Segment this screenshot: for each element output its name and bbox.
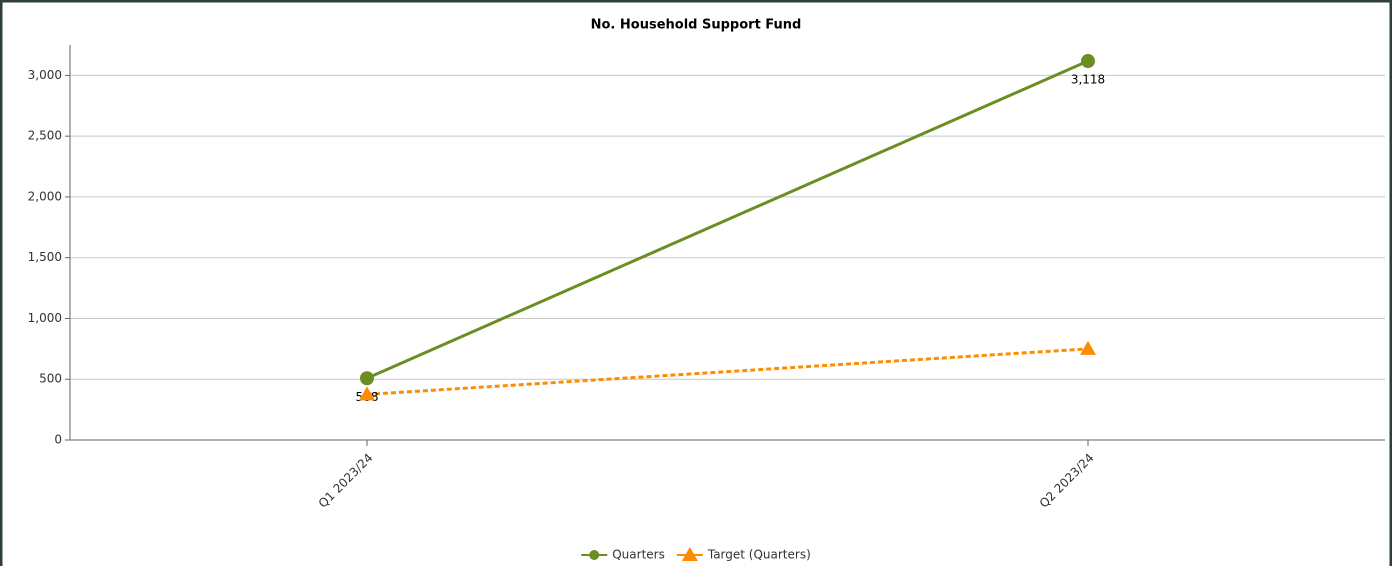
y-tick-label: 2,000 — [28, 189, 62, 203]
legend: Quarters Target (Quarters) — [581, 547, 811, 562]
y-tick-label: 500 — [39, 372, 62, 386]
legend-label: Quarters — [612, 548, 665, 562]
marker — [359, 386, 375, 401]
x-tick-label: Q2 2023/24 — [1037, 451, 1097, 511]
y-tick-label: 2,500 — [28, 129, 62, 143]
marker — [589, 550, 600, 560]
marker — [360, 371, 374, 386]
chart-title: No. Household Support Fund — [591, 18, 802, 33]
y-tick-label: 1,500 — [28, 250, 62, 264]
y-tick-label: 0 — [54, 433, 62, 447]
series-line — [366, 347, 1089, 396]
marker — [1081, 54, 1095, 69]
y-tick-label: 3,000 — [28, 68, 62, 82]
y-tick-label: 1,000 — [28, 311, 62, 325]
series-line — [366, 59, 1089, 380]
marker — [681, 547, 698, 561]
data-label: 3,118 — [1071, 73, 1105, 87]
marker — [1080, 340, 1096, 355]
legend-label: Target (Quarters) — [707, 548, 811, 562]
x-tick-label: Q1 2023/24 — [316, 451, 376, 511]
